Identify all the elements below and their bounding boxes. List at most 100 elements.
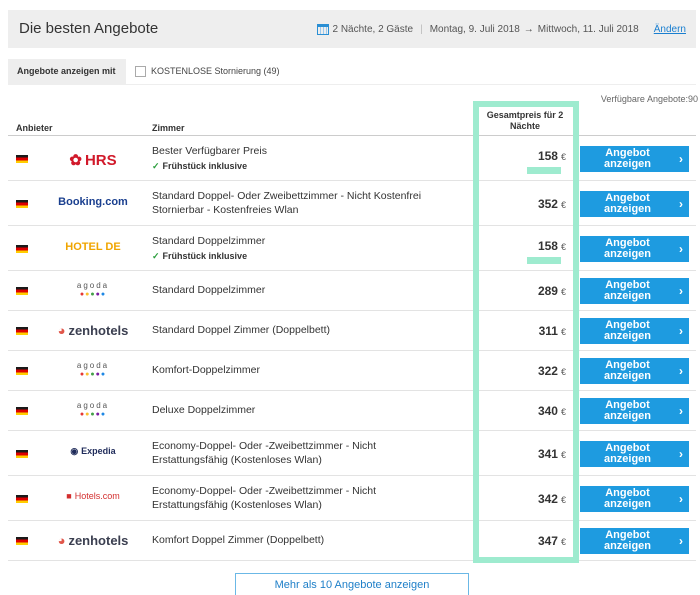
view-offer-label-line2: anzeigen <box>603 202 652 215</box>
column-provider: Anbieter <box>16 123 53 133</box>
room-name: Standard Doppel Zimmer (Doppelbett) <box>152 324 330 336</box>
total-price: 342 € <box>486 492 566 506</box>
column-total-price-line1: Gesamtpreis für 2 <box>486 110 564 120</box>
free-cancellation-label[interactable]: KOSTENLOSE Stornierung (49) <box>151 66 280 76</box>
view-offer-button[interactable]: Angebot anzeigen › <box>580 145 689 172</box>
chevron-right-icon: › <box>679 241 683 256</box>
view-offer-button[interactable]: Angebot anzeigen › <box>580 485 689 512</box>
price-value: 322 <box>537 364 558 378</box>
offer-row: agoda ●●●●● Standard Doppelzimmer 289 € Angeb… <box>8 271 696 311</box>
view-offer-button[interactable]: Angebot anzeigen › <box>580 278 689 304</box>
provider-name: HRS <box>84 151 117 169</box>
offer-row: ■ Hotels.com Economy-Doppel- Oder -Zweibet… <box>8 476 696 521</box>
agoda-logo[interactable]: agoda ●●●●● <box>48 361 138 379</box>
view-offer-label-line2: anzeigen <box>603 410 652 422</box>
price-value: 340 <box>537 404 558 418</box>
room-name-continued: Erstattungsfähig (Kostenloses Wlan) <box>152 498 322 511</box>
offer-row: ◕ zenhotels Komfort Doppel Zimmer (Doppelb… <box>8 521 696 561</box>
view-offer-button[interactable]: Angebot anzeigen › <box>580 358 689 384</box>
total-price: 341 € <box>486 447 566 461</box>
total-price: 322 € <box>486 364 566 378</box>
room-name-continued: Stornierbar - Kostenfreies Wlan <box>152 203 299 216</box>
room-name: Komfort Doppel Zimmer (Doppelbett) <box>152 534 325 546</box>
view-offer-button[interactable]: Angebot anzeigen › <box>580 398 689 424</box>
breakfast-included: ✓ Frühstück inklusive <box>152 159 267 173</box>
view-offer-button[interactable]: Angebot anzeigen › <box>580 190 689 217</box>
more-offers-button[interactable]: Mehr als 10 Angebote anzeigen <box>235 573 469 595</box>
agoda-dots-icon: ●●●●● <box>79 371 107 378</box>
room-name: Bester Verfügbarer Preis <box>152 144 267 157</box>
zenhotels-logo[interactable]: ◕ zenhotels <box>48 323 138 338</box>
view-offer-label-line1: Angebot <box>605 529 650 541</box>
change-search-link[interactable]: Ändern <box>653 24 686 35</box>
hotelscom-mark-icon: ■ <box>66 490 72 501</box>
zenhotels-logo[interactable]: ◕ zenhotels <box>48 533 138 548</box>
agoda-dots-icon: ●●●●● <box>79 291 107 298</box>
room-description: Standard Doppel Zimmer (Doppelbett) <box>152 323 330 337</box>
results-header: Die besten Angebote 2 Nächte, 2 Gäste | … <box>8 10 696 48</box>
view-offer-label-line2: anzeigen <box>603 497 652 510</box>
currency-symbol: € <box>560 407 566 417</box>
calendar-icon <box>317 24 330 35</box>
chevron-right-icon: › <box>679 364 683 378</box>
currency-symbol: € <box>560 537 566 547</box>
offer-row: agoda ●●●●● Deluxe Doppelzimmer 340 € Angebot… <box>8 391 696 431</box>
agoda-logo[interactable]: agoda ●●●●● <box>48 281 138 299</box>
currency-symbol: € <box>560 199 566 210</box>
view-offer-button[interactable]: Angebot anzeigen › <box>580 235 689 262</box>
offer-row: ◕ zenhotels Standard Doppel Zimmer (Doppel… <box>8 311 696 351</box>
total-price: 158 € <box>486 239 566 253</box>
provider-name: zenhotels <box>68 533 129 548</box>
perk-label: Frühstück inklusive <box>162 160 248 171</box>
total-price: 340 € <box>486 404 566 418</box>
hotel-de-logo[interactable]: HOTEL DE <box>48 241 138 253</box>
view-offer-label-line1: Angebot <box>605 236 650 249</box>
price-value: 311 <box>538 324 558 338</box>
zenhotels-mark-icon: ◕ <box>57 323 66 338</box>
view-offer-label-line1: Angebot <box>605 486 650 499</box>
chevron-right-icon: › <box>679 151 683 166</box>
view-offer-label-line2: anzeigen <box>603 157 652 170</box>
currency-symbol: € <box>560 287 566 297</box>
chevron-right-icon: › <box>679 404 683 418</box>
expedia-logo[interactable]: ◉ Expedia <box>48 446 138 457</box>
view-offer-label-line2: anzeigen <box>603 330 652 342</box>
offer-row: Booking.com Standard Doppel- Oder Zweibet… <box>8 181 696 226</box>
available-offers-count: Verfügbare Angebote:90 <box>600 94 698 104</box>
chevron-right-icon: › <box>679 324 683 338</box>
free-cancellation-checkbox[interactable] <box>135 66 146 77</box>
room-description: Economy-Doppel- Oder -Zweibettzimmer - N… <box>152 484 376 512</box>
german-flag-icon <box>16 537 28 545</box>
room-description: Komfort Doppel Zimmer (Doppelbett) <box>152 533 324 547</box>
total-price: 311 € <box>486 324 566 338</box>
view-offer-button[interactable]: Angebot anzeigen › <box>580 528 689 554</box>
german-flag-icon <box>16 287 28 295</box>
view-offer-button[interactable]: Angebot anzeigen › <box>580 440 689 467</box>
room-description: Standard Doppel- Oder Zweibettzimmer - N… <box>152 189 421 217</box>
checkout-date: Mittwoch, 11. Juli 2018 <box>537 24 639 35</box>
offer-row: HOTEL DE Standard Doppelzimmer ✓ Frühstück … <box>8 226 696 271</box>
room-name: Standard Doppel- Oder Zweibettzimmer - N… <box>152 189 422 202</box>
hotelscom-logo[interactable]: ■ Hotels.com <box>48 491 138 501</box>
view-offer-button[interactable]: Angebot anzeigen › <box>580 318 689 344</box>
room-name: Economy-Doppel- Oder -Zweibettzimmer - N… <box>152 439 377 452</box>
divider: | <box>420 24 423 35</box>
currency-symbol: € <box>560 241 566 252</box>
provider-name: agoda <box>76 401 110 410</box>
provider-name: HOTEL DE <box>65 240 121 253</box>
room-description: Komfort-Doppelzimmer <box>152 363 260 377</box>
page-title: Die besten Angebote <box>19 20 159 37</box>
column-total-price: Gesamtpreis für 2 Nächte <box>478 110 572 132</box>
agoda-dots-icon: ●●●●● <box>79 411 107 418</box>
german-flag-icon <box>16 449 28 458</box>
filter-bar <box>126 59 696 85</box>
offer-row: ◉ Expedia Economy-Doppel- Oder -Zweibettzi… <box>8 431 696 476</box>
hrs-mark-icon: ✿ <box>69 151 82 169</box>
filter-label: Angebote anzeigen mit <box>8 59 126 85</box>
chevron-right-icon: › <box>679 196 683 211</box>
price-value: 352 <box>537 196 558 211</box>
agoda-logo[interactable]: agoda ●●●●● <box>48 401 138 419</box>
hrs-logo[interactable]: ✿ HRS <box>48 151 138 169</box>
german-flag-icon <box>16 367 28 375</box>
booking-logo[interactable]: Booking.com <box>48 196 138 208</box>
